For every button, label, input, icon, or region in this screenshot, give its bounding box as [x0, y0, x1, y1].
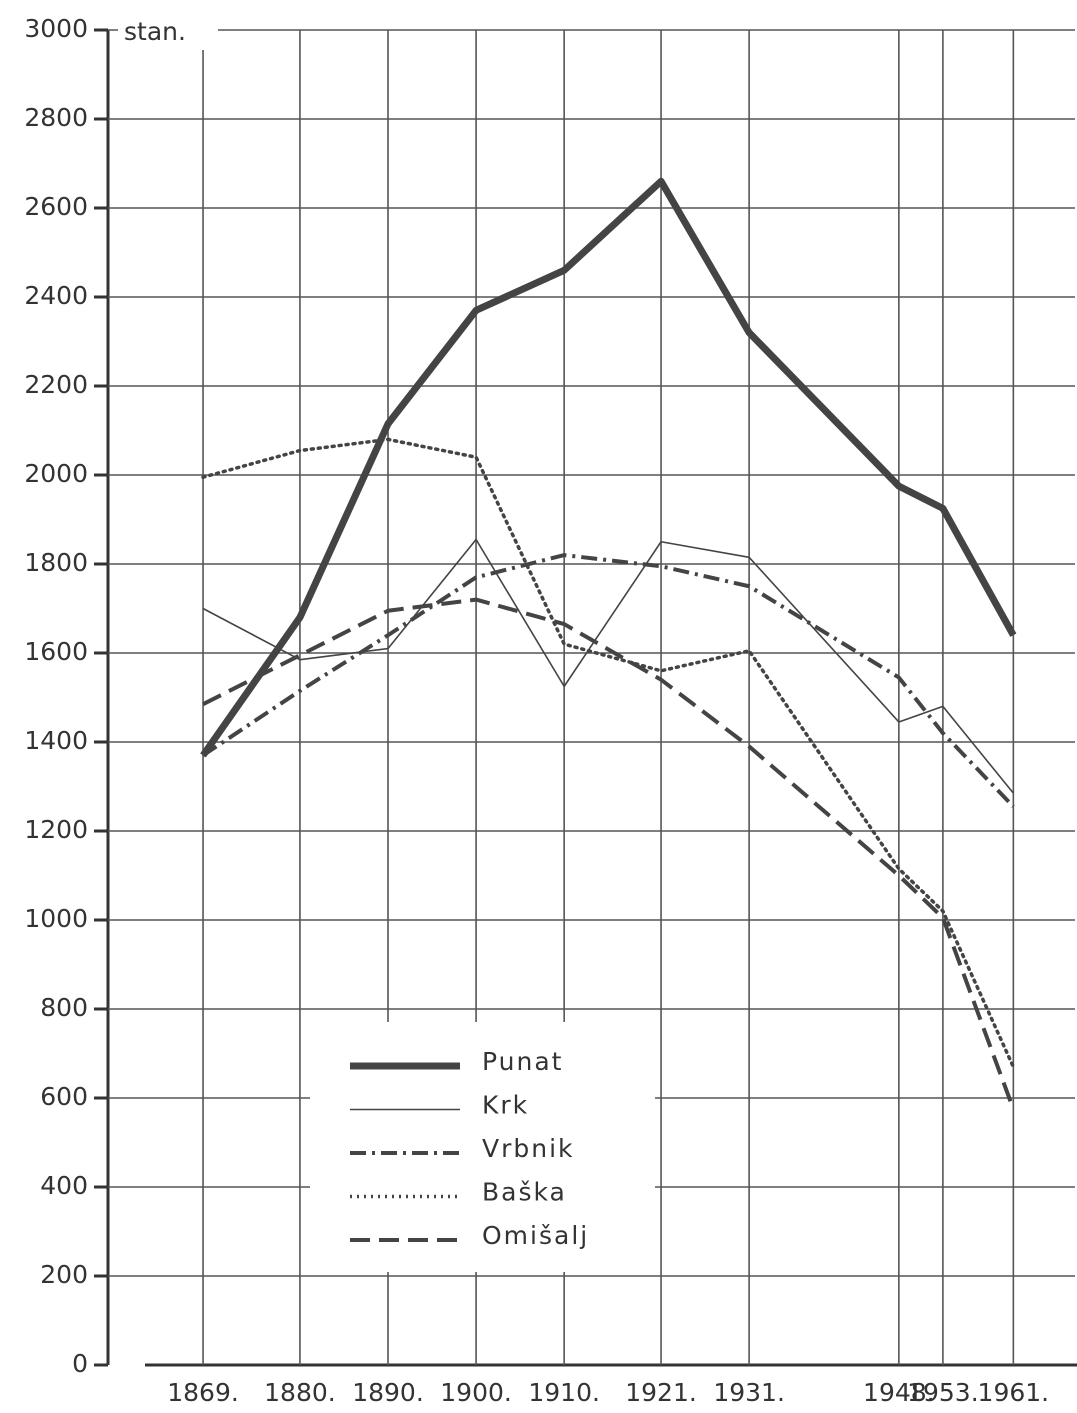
y-tick-label: 1200: [24, 815, 88, 844]
legend-label: Punat: [482, 1047, 563, 1076]
y-tick-label: 1800: [24, 548, 88, 577]
y-tick-label: 3000: [24, 14, 88, 43]
series-line: [201, 437, 1016, 1069]
y-tick-label: 200: [40, 1260, 88, 1289]
x-tick-label: 1953.: [907, 1378, 979, 1407]
x-tick-label: 1869.: [167, 1378, 239, 1407]
series-line: [202, 597, 1016, 1110]
y-tick-label: 1400: [24, 726, 88, 755]
series-line: [201, 553, 1015, 808]
y-tick-label: 2000: [24, 459, 88, 488]
y-tick-label: 0: [72, 1349, 88, 1378]
y-unit-label: stan.: [124, 17, 186, 46]
y-tick-label: 2600: [24, 192, 88, 221]
legend-label: Omišalj: [482, 1221, 589, 1250]
y-tick-label: 400: [40, 1171, 88, 1200]
x-tick-label: 1890.: [352, 1378, 424, 1407]
x-tick-label: 1900.: [440, 1378, 512, 1407]
y-tick-label: 600: [40, 1082, 88, 1111]
legend-label: Krk: [482, 1091, 529, 1120]
series-line: [202, 538, 1014, 794]
x-tick-label: 1931.: [713, 1378, 785, 1407]
y-tick-label: 1600: [24, 637, 88, 666]
y-tick-label: 1000: [24, 904, 88, 933]
x-tick-label: 1910.: [528, 1378, 600, 1407]
x-tick-label: 1880.: [264, 1378, 336, 1407]
y-tick-label: 800: [40, 993, 88, 1022]
x-tick-label: 1921.: [625, 1378, 697, 1407]
x-tick-label: 1961.: [978, 1378, 1050, 1407]
series-line: [200, 177, 1017, 758]
legend-label: Vrbnik: [482, 1134, 575, 1163]
legend: Punat Krk Vrbnik Baška Omišalj: [310, 1022, 655, 1272]
y-tick-label: 2400: [24, 281, 88, 310]
y-tick-label: 2800: [24, 103, 88, 132]
unit-label-bg: [118, 14, 218, 50]
legend-label: Baška: [482, 1178, 567, 1207]
x-tick-label: 1948.: [863, 1378, 935, 1407]
y-tick-label: 2200: [24, 370, 88, 399]
